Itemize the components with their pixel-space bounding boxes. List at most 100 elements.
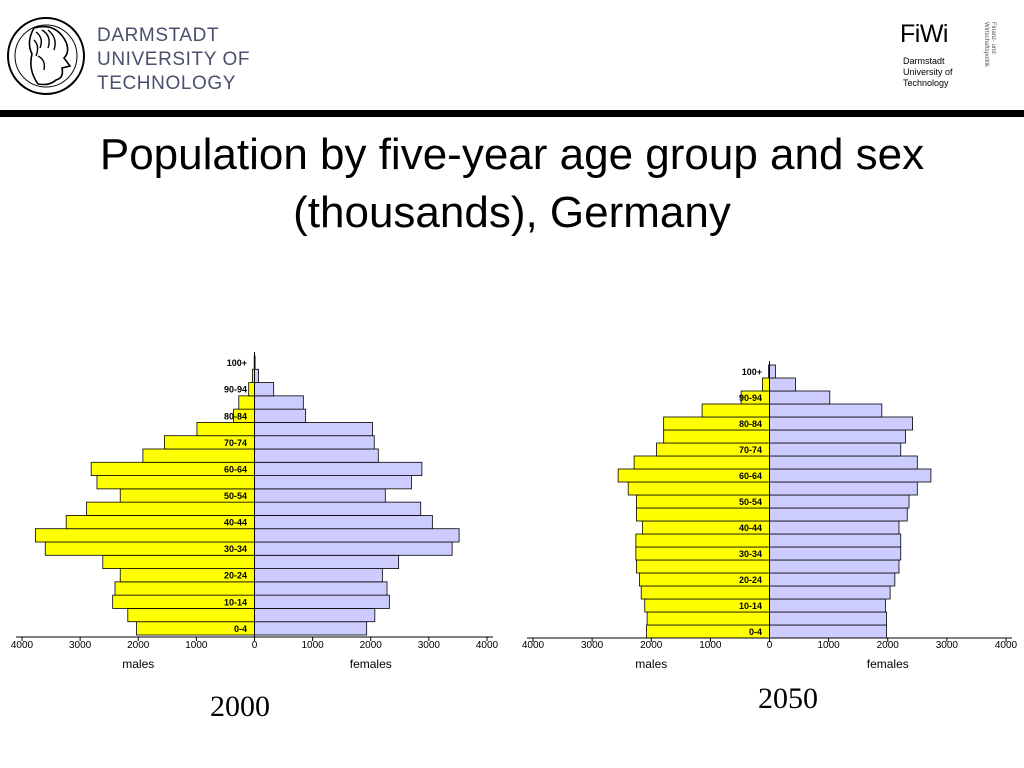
category-label-20-24-2000: 20-24 xyxy=(224,571,247,581)
category-label-70-74-2000: 70-74 xyxy=(224,438,247,448)
bar-males-5-9-2050 xyxy=(646,611,770,626)
fiwi-subtitle-line-3: Technology xyxy=(903,78,949,88)
bar-females-55-59-2000 xyxy=(254,475,412,490)
bar-females-5-9-2000 xyxy=(254,608,376,623)
category-label-100+-2050: 100+ xyxy=(742,367,762,377)
bar-females-10-14-2000 xyxy=(254,594,390,609)
bar-males-90-94-2000 xyxy=(248,382,255,397)
x-tick-label-1-2000: 3000 xyxy=(69,640,92,651)
fiwi-logo: FiWi Darmstadt University of Technology … xyxy=(898,18,998,98)
fiwi-subtitle-line-1: Darmstadt xyxy=(903,56,945,66)
x-tick-label-6-2000: 2000 xyxy=(360,640,383,651)
bar-females-90-94-2050 xyxy=(769,390,831,405)
category-label-0-4-2000: 0-4 xyxy=(234,624,247,634)
x-tick-label-8-2050: 4000 xyxy=(995,640,1018,651)
bar-females-70-74-2050 xyxy=(769,442,902,457)
bar-males-45-49-2050 xyxy=(636,507,770,522)
university-seal-logo xyxy=(7,17,85,95)
x-tick-label-4-2000: 0 xyxy=(252,640,258,651)
bar-females-40-44-2000 xyxy=(254,515,433,530)
year-label-2050: 2050 xyxy=(758,682,818,715)
x-tick-label-3-2050: 1000 xyxy=(699,640,722,651)
category-label-10-14-2050: 10-14 xyxy=(739,601,762,611)
bar-males-5-9-2000 xyxy=(127,608,255,623)
bar-females-100+-2050 xyxy=(769,364,776,379)
bar-females-20-24-2050 xyxy=(769,572,896,587)
x-tick-label-0-2000: 4000 xyxy=(11,640,34,651)
bar-females-40-44-2050 xyxy=(769,520,900,535)
fiwi-vertical-line-2: Wirtschaftspolitik xyxy=(983,22,989,68)
bar-females-85-89-2000 xyxy=(254,395,304,410)
bar-males-75-79-2000 xyxy=(196,422,255,437)
bar-males-15-19-2000 xyxy=(114,581,255,596)
bar-males-95-99-2050 xyxy=(762,377,770,392)
bar-females-70-74-2000 xyxy=(254,435,375,450)
fiwi-name: FiWi xyxy=(900,20,948,48)
x-tick-label-2-2050: 2000 xyxy=(640,640,663,651)
category-label-40-44-2000: 40-44 xyxy=(224,518,247,528)
bar-males-65-69-2050 xyxy=(633,455,770,470)
bar-females-60-64-2000 xyxy=(254,461,423,476)
x-tick-label-1-2050: 3000 xyxy=(581,640,604,651)
bar-females-50-54-2050 xyxy=(769,494,910,509)
bar-females-75-79-2050 xyxy=(769,429,906,444)
bar-males-85-89-2050 xyxy=(701,403,770,418)
category-label-10-14-2000: 10-14 xyxy=(224,597,247,607)
bar-females-75-79-2000 xyxy=(254,422,373,437)
x-label-females-2050: females xyxy=(867,657,909,671)
university-name: DARMSTADT UNIVERSITY OF TECHNOLOGY xyxy=(97,24,250,96)
x-label-males-2000: males xyxy=(122,657,154,671)
bar-males-85-89-2000 xyxy=(238,395,255,410)
header-divider xyxy=(0,110,1024,117)
bar-males-55-59-2000 xyxy=(96,475,255,490)
category-label-80-84-2050: 80-84 xyxy=(739,419,762,429)
category-label-80-84-2000: 80-84 xyxy=(224,411,247,421)
category-label-20-24-2050: 20-24 xyxy=(739,575,762,585)
category-label-60-64-2050: 60-64 xyxy=(739,471,762,481)
category-label-90-94-2050: 90-94 xyxy=(739,393,762,403)
bar-males-45-49-2000 xyxy=(86,501,255,516)
x-label-females-2000: females xyxy=(350,657,392,671)
x-tick-label-6-2050: 2000 xyxy=(877,640,900,651)
university-name-line-1: DARMSTADT xyxy=(97,25,220,46)
bar-females-15-19-2050 xyxy=(769,585,891,600)
slide-title: Population by five-year age group and se… xyxy=(12,126,1012,242)
x-tick-label-7-2000: 3000 xyxy=(418,640,441,651)
slide-title-line-2: (thousands), Germany xyxy=(293,188,731,237)
x-tick-label-5-2000: 1000 xyxy=(302,640,325,651)
bar-females-95-99-2050 xyxy=(769,377,796,392)
bar-females-95-99-2000 xyxy=(254,368,259,383)
bar-females-15-19-2000 xyxy=(254,581,388,596)
fiwi-subtitle: Darmstadt University of Technology xyxy=(903,56,953,89)
header: DARMSTADT UNIVERSITY OF TECHNOLOGY FiWi … xyxy=(0,0,1024,110)
slide-title-line-1: Population by five-year age group and se… xyxy=(99,130,925,179)
year-label-2000: 2000 xyxy=(210,690,270,723)
bar-females-20-24-2000 xyxy=(254,568,383,583)
bar-females-25-29-2000 xyxy=(254,554,400,569)
bar-females-45-49-2050 xyxy=(769,507,908,522)
bar-females-35-39-2000 xyxy=(254,528,460,543)
bar-females-90-94-2000 xyxy=(254,382,275,397)
category-label-0-4-2050: 0-4 xyxy=(749,627,762,637)
bar-females-10-14-2050 xyxy=(769,598,886,613)
category-label-90-94-2000: 90-94 xyxy=(224,385,247,395)
bar-females-80-84-2050 xyxy=(769,416,913,431)
bar-females-50-54-2000 xyxy=(254,488,386,503)
bar-males-35-39-2000 xyxy=(34,528,255,543)
bar-females-0-4-2050 xyxy=(769,624,887,639)
category-label-50-54-2000: 50-54 xyxy=(224,491,247,501)
category-label-30-34-2000: 30-34 xyxy=(224,544,247,554)
bar-females-65-69-2050 xyxy=(769,455,918,470)
bar-females-80-84-2000 xyxy=(254,408,307,423)
x-tick-label-0-2050: 4000 xyxy=(522,640,545,651)
bar-females-85-89-2050 xyxy=(769,403,883,418)
university-name-line-2: UNIVERSITY OF xyxy=(97,49,251,70)
x-tick-label-4-2050: 0 xyxy=(767,640,773,651)
x-tick-label-3-2000: 1000 xyxy=(185,640,208,651)
bar-males-55-59-2050 xyxy=(627,481,770,496)
x-tick-label-2-2000: 2000 xyxy=(127,640,150,651)
bar-females-25-29-2050 xyxy=(769,559,900,574)
category-label-50-54-2050: 50-54 xyxy=(739,497,762,507)
category-label-100+-2000: 100+ xyxy=(227,358,247,368)
